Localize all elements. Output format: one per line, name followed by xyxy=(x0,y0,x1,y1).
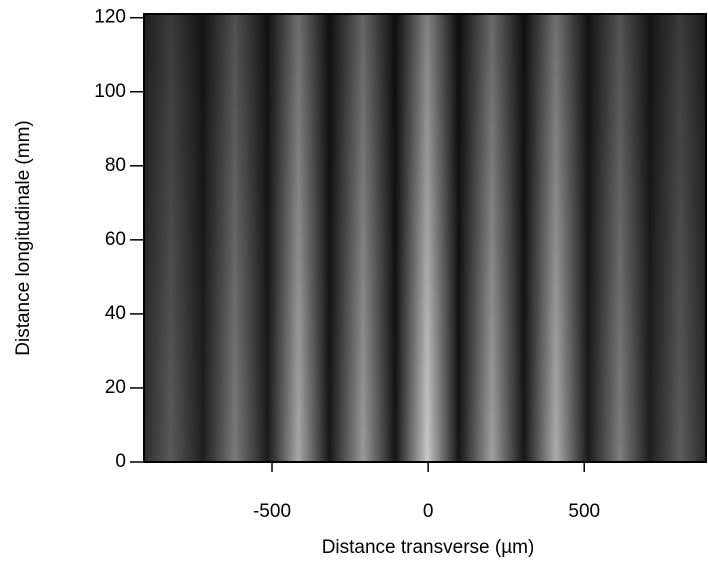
image xyxy=(144,14,706,462)
y-tick-label: 40 xyxy=(105,303,126,324)
plot-frame xyxy=(143,13,707,463)
y-axis-label: Distance longitudinale (mm) xyxy=(13,120,34,356)
x-tick-label: 500 xyxy=(568,501,600,522)
y-tick-label: 120 xyxy=(94,7,126,28)
x-tick-label: 0 xyxy=(423,501,434,522)
y-tick-label: 80 xyxy=(105,155,126,176)
y-tick-label: 100 xyxy=(94,81,126,102)
x-axis-label: Distance transverse (µm) xyxy=(322,537,535,558)
y-tick-label: 60 xyxy=(105,229,126,250)
y-tick-label: 20 xyxy=(105,377,126,398)
x-tick-label: -500 xyxy=(253,501,291,522)
y-tick-label: 0 xyxy=(115,451,126,472)
